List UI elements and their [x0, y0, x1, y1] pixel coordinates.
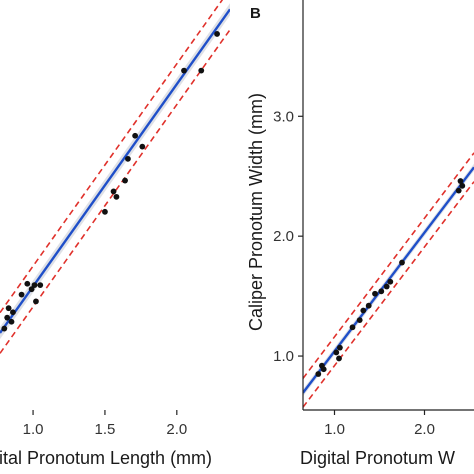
panel-a: 1.0 1.5 2.0 Digital Pronotum Length (mm) — [0, 0, 230, 468]
panel-letter: B — [250, 5, 261, 22]
panel-b-plot-area — [303, 152, 474, 408]
data-point — [214, 31, 220, 37]
data-point — [455, 187, 462, 194]
data-point — [333, 349, 340, 356]
data-point — [356, 317, 363, 323]
data-point — [315, 371, 322, 377]
data-point — [37, 282, 44, 288]
x-axis-title: Digital Pronotum Length (mm) — [0, 448, 212, 468]
data-point — [102, 208, 108, 215]
data-point — [31, 282, 38, 288]
data-point — [349, 324, 356, 331]
data-point — [387, 278, 394, 285]
lower-prediction-bound — [0, 29, 230, 354]
y-tick-label: 1.0 — [273, 348, 294, 365]
data-point — [198, 67, 205, 74]
x-axis-title: Digital Pronotum W — [300, 448, 455, 468]
data-point — [337, 344, 343, 351]
regression-line — [0, 8, 230, 334]
lower-prediction-bound — [303, 181, 474, 408]
y-axis-title: Caliper Pronotum Width (mm) — [246, 93, 266, 331]
data-point — [378, 288, 385, 295]
x-tick-label: 2.0 — [414, 421, 435, 438]
data-point — [181, 67, 187, 74]
data-point — [372, 290, 378, 297]
data-point — [122, 177, 128, 184]
data-point — [399, 259, 405, 266]
data-point — [132, 132, 139, 139]
data-point — [125, 155, 131, 162]
data-point — [10, 309, 16, 316]
data-point — [5, 305, 12, 312]
data-point — [320, 366, 327, 373]
data-point — [8, 318, 15, 325]
data-point — [336, 355, 342, 362]
data-point — [113, 193, 120, 200]
y-tick-label: 3.0 — [273, 108, 294, 125]
x-tick-label: 2.0 — [166, 421, 187, 438]
data-point — [365, 302, 372, 309]
data-point — [457, 178, 464, 184]
data-point — [33, 298, 39, 305]
x-tick-label: 1.0 — [324, 421, 345, 438]
x-tick-label: 1.0 — [23, 421, 44, 438]
data-point — [139, 143, 146, 150]
data-point — [24, 280, 31, 287]
data-point — [1, 325, 8, 332]
upper-prediction-bound — [303, 152, 474, 379]
panel-b: 1.0 2.0 1.0 2.0 3.0 Digital Pronotum W Caliper… — [246, 0, 474, 468]
data-point — [28, 286, 35, 293]
upper-prediction-bound — [0, 0, 224, 314]
data-point — [383, 283, 390, 290]
data-point — [18, 291, 25, 298]
panel-a-plot-area — [0, 0, 230, 354]
data-point — [4, 314, 11, 321]
x-tick-label: 1.5 — [95, 421, 116, 438]
y-tick-label: 2.0 — [273, 228, 294, 245]
data-point — [360, 307, 367, 314]
data-point — [110, 188, 117, 195]
data-point — [459, 182, 466, 189]
